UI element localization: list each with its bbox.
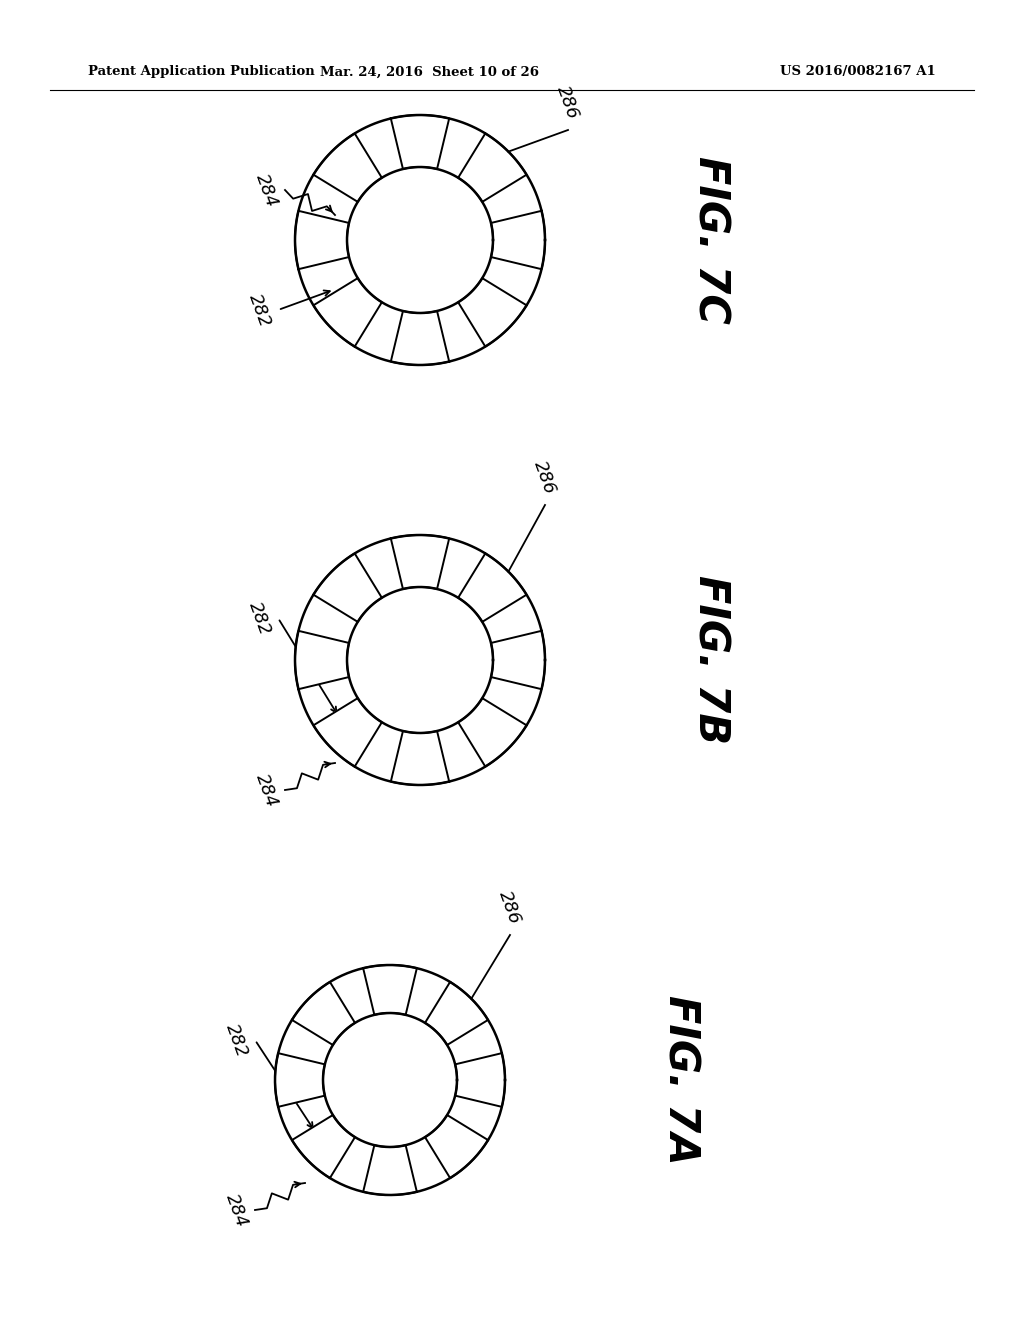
Polygon shape <box>490 631 545 689</box>
Text: 286: 286 <box>530 458 559 498</box>
Polygon shape <box>391 731 450 785</box>
Polygon shape <box>425 1115 488 1177</box>
Polygon shape <box>292 982 355 1045</box>
Polygon shape <box>458 279 526 347</box>
Polygon shape <box>323 1012 457 1147</box>
Polygon shape <box>458 133 526 202</box>
Text: Patent Application Publication: Patent Application Publication <box>88 66 314 78</box>
Polygon shape <box>295 115 545 366</box>
Polygon shape <box>313 279 382 347</box>
Text: 286: 286 <box>496 888 524 927</box>
Text: 282: 282 <box>222 1020 251 1059</box>
Polygon shape <box>275 1053 325 1107</box>
Polygon shape <box>292 1115 355 1177</box>
Polygon shape <box>364 1146 417 1195</box>
Polygon shape <box>295 631 349 689</box>
Polygon shape <box>295 535 545 785</box>
Text: 282: 282 <box>246 599 274 638</box>
Polygon shape <box>391 535 450 589</box>
Polygon shape <box>455 1053 505 1107</box>
Text: FIG. 7B: FIG. 7B <box>689 576 731 744</box>
Text: 284: 284 <box>252 771 281 809</box>
Polygon shape <box>425 982 488 1045</box>
Polygon shape <box>458 553 526 622</box>
Text: US 2016/0082167 A1: US 2016/0082167 A1 <box>780 66 936 78</box>
Polygon shape <box>347 168 493 313</box>
Polygon shape <box>275 965 505 1195</box>
Polygon shape <box>313 553 382 622</box>
Polygon shape <box>295 211 349 269</box>
Text: Mar. 24, 2016  Sheet 10 of 26: Mar. 24, 2016 Sheet 10 of 26 <box>321 66 540 78</box>
Text: 284: 284 <box>252 170 281 210</box>
Polygon shape <box>490 211 545 269</box>
Text: 282: 282 <box>246 290 274 329</box>
Text: FIG. 7A: FIG. 7A <box>659 995 701 1164</box>
Polygon shape <box>313 698 382 767</box>
Text: 286: 286 <box>554 83 583 121</box>
Polygon shape <box>391 115 450 169</box>
Polygon shape <box>364 965 417 1015</box>
Polygon shape <box>313 133 382 202</box>
Text: FIG. 7C: FIG. 7C <box>689 156 731 323</box>
Polygon shape <box>458 698 526 767</box>
Polygon shape <box>347 587 493 733</box>
Polygon shape <box>391 312 450 366</box>
Text: 284: 284 <box>222 1191 251 1229</box>
